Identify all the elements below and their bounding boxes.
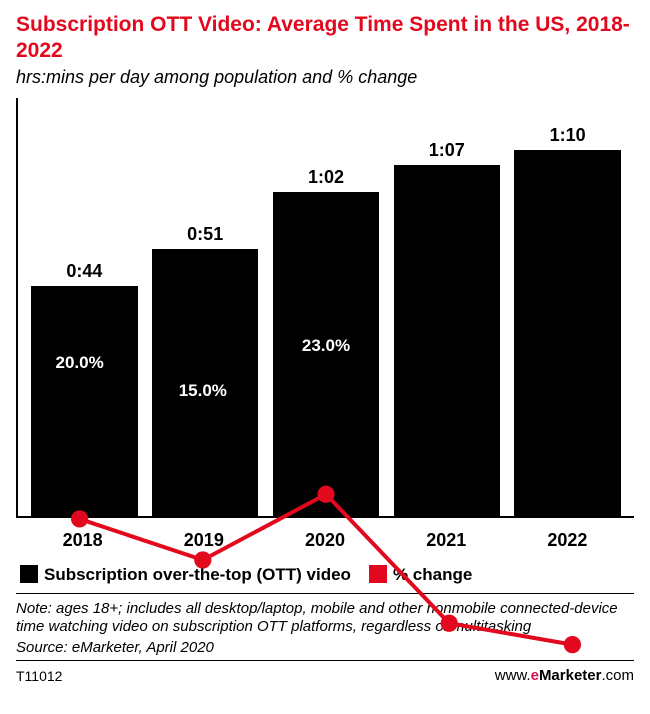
legend-bar: Subscription over-the-top (OTT) video	[20, 565, 351, 585]
footer: T11012 www.eMarketer.com	[16, 667, 634, 684]
legend-line-label: % change	[393, 565, 472, 584]
divider-2	[16, 660, 634, 661]
legend: Subscription over-the-top (OTT) video % …	[16, 565, 634, 585]
brand-url: www.eMarketer.com	[495, 667, 634, 684]
pct-label: 7.3%	[430, 422, 469, 442]
divider	[16, 593, 634, 594]
x-axis: 20182019202020212022	[16, 524, 634, 551]
chart-id: T11012	[16, 668, 62, 684]
x-tick: 2019	[143, 530, 264, 551]
x-tick: 2022	[507, 530, 628, 551]
x-tick: 2021	[386, 530, 507, 551]
chart-title: Subscription OTT Video: Average Time Spe…	[16, 12, 634, 65]
chart-area: 0:440:511:021:071:10 20.0%15.0%23.0%7.3%…	[16, 98, 634, 518]
pct-label: 4.7%	[553, 436, 592, 456]
pct-label-layer: 20.0% 15.0% 23.0% 7.3% 4.7%	[18, 98, 634, 516]
footnote: Note: ages 18+; includes all desktop/lap…	[16, 600, 634, 638]
legend-bar-swatch	[20, 565, 38, 583]
legend-bar-label: Subscription over-the-top (OTT) video	[44, 565, 351, 584]
chart-subtitle: hrs:mins per day among population and % …	[16, 67, 634, 88]
pct-label: 20.0%	[55, 353, 103, 373]
x-tick: 2020	[264, 530, 385, 551]
source-line: Source: eMarketer, April 2020	[16, 639, 634, 656]
pct-label: 15.0%	[179, 381, 227, 401]
x-tick: 2018	[22, 530, 143, 551]
pct-label: 23.0%	[302, 336, 350, 356]
legend-line-swatch	[369, 565, 387, 583]
legend-line: % change	[369, 565, 472, 585]
